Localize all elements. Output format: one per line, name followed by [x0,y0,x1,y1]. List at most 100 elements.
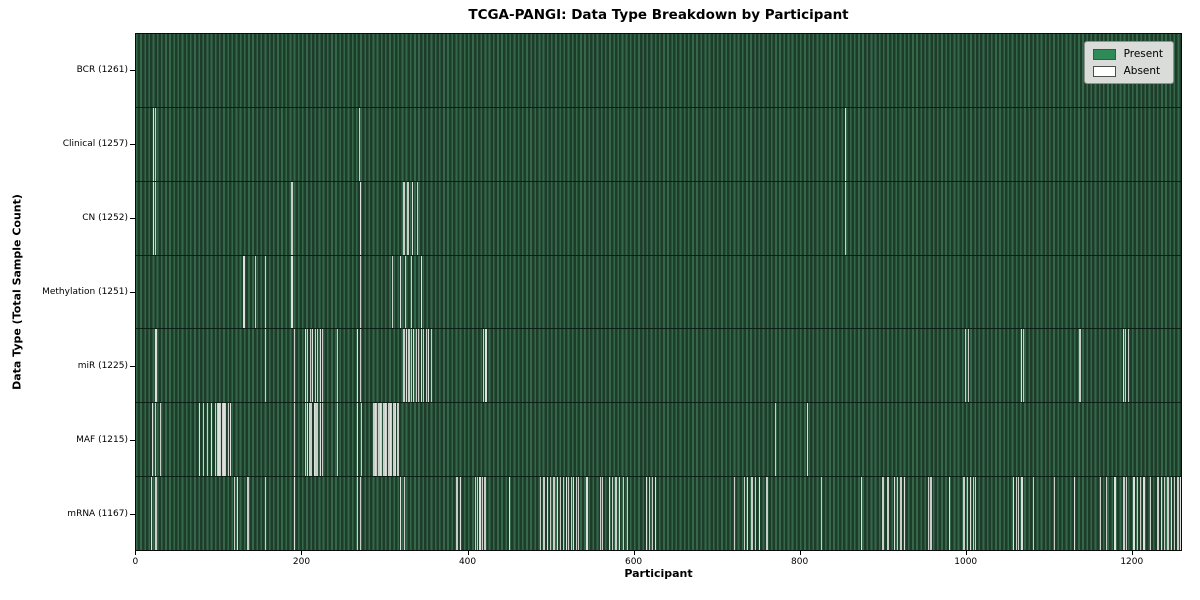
absent-line [1033,477,1035,551]
absent-line [1133,477,1135,551]
absent-line [820,477,823,551]
absent-line [218,403,220,477]
absent-line [806,403,809,477]
absent-line [360,403,363,477]
absent-line [391,255,393,329]
legend: Present Absent [1083,41,1174,84]
heatmap-row-clinical [136,106,1181,181]
absent-line [308,403,311,477]
absent-line [549,477,552,551]
x-tick-label: 1200 [1120,557,1144,567]
plot-area: Present Absent [135,33,1182,551]
absent-line [152,107,155,181]
absent-line [615,477,617,551]
absent-line [150,477,152,551]
absent-line [927,477,930,551]
absent-line [893,477,896,551]
absent-line [254,255,257,329]
absent-line [315,403,317,477]
x-tick-mark [799,551,801,555]
absent-line [1143,477,1145,551]
y-tick-label: miR (1225) [77,361,128,371]
absent-line [322,403,324,477]
absent-line [383,403,385,477]
absent-line [310,403,312,477]
heatmap-row-mrna [136,476,1181,551]
absent-line [390,403,393,477]
x-tick-mark [1131,551,1133,555]
absent-line [972,477,974,551]
absent-line [225,403,227,477]
absent-line [293,477,296,551]
legend-entry: Absent [1092,65,1163,77]
y-tick-label: CN (1252) [82,213,128,223]
absent-line [1015,477,1017,551]
absent-line [360,329,362,403]
absent-line [966,477,969,551]
absent-line [236,477,238,551]
absent-line [655,477,657,551]
absent-line [410,329,412,403]
y-axis-label: Data Type (Total Sample Count) [10,194,24,390]
absent-line [319,403,321,477]
absent-line [882,477,884,551]
absent-line [563,477,565,551]
absent-line [221,403,224,477]
absent-line [844,181,847,255]
absent-line [608,477,611,551]
absent-line [198,403,200,477]
absent-line [1021,477,1023,551]
absent-line [336,403,339,477]
absent-line [375,403,378,477]
absent-line [618,477,621,551]
absent-line [474,477,476,551]
absent-line [358,107,360,181]
absent-line [1013,477,1015,551]
heatmap-row-methylation [136,254,1181,329]
x-tick-mark [467,551,469,555]
absent-line [970,477,972,551]
absent-line [1122,329,1124,403]
absent-line [399,255,402,329]
absent-line [627,477,629,551]
absent-line [651,477,654,551]
absent-line [234,477,236,551]
absent-line [508,477,510,551]
absent-line [317,403,319,477]
absent-line [903,477,906,551]
absent-line [291,255,293,329]
absent-line [264,255,267,329]
absent-line [612,477,614,551]
absent-line [1170,477,1172,551]
absent-line [751,477,753,551]
y-tick-mark [130,366,135,367]
y-tick-mark [130,292,135,293]
y-tick-mark [130,440,135,441]
absent-line [360,477,362,551]
absent-line [420,255,422,329]
absent-line [586,477,588,551]
absent-line [543,477,545,551]
absent-line [293,329,296,403]
absent-line [380,403,382,477]
absent-line [570,477,572,551]
absent-line [844,107,847,181]
x-axis-label: Participant [624,567,693,580]
absent-line [1127,329,1129,403]
y-tick-mark [130,514,135,515]
absent-line [202,403,204,477]
absent-line [304,329,306,403]
x-tick-label: 1000 [954,557,978,567]
absent-line [152,181,155,255]
absent-line [264,477,267,551]
absent-line [375,403,377,477]
absent-line [1136,477,1138,551]
absent-line [556,477,558,551]
absent-line [360,181,362,255]
absent-line [430,329,432,403]
x-tick-label: 600 [624,557,643,567]
absent-line [425,329,427,403]
absent-line [1053,477,1056,551]
absent-line [307,329,309,403]
absent-line [394,403,397,477]
